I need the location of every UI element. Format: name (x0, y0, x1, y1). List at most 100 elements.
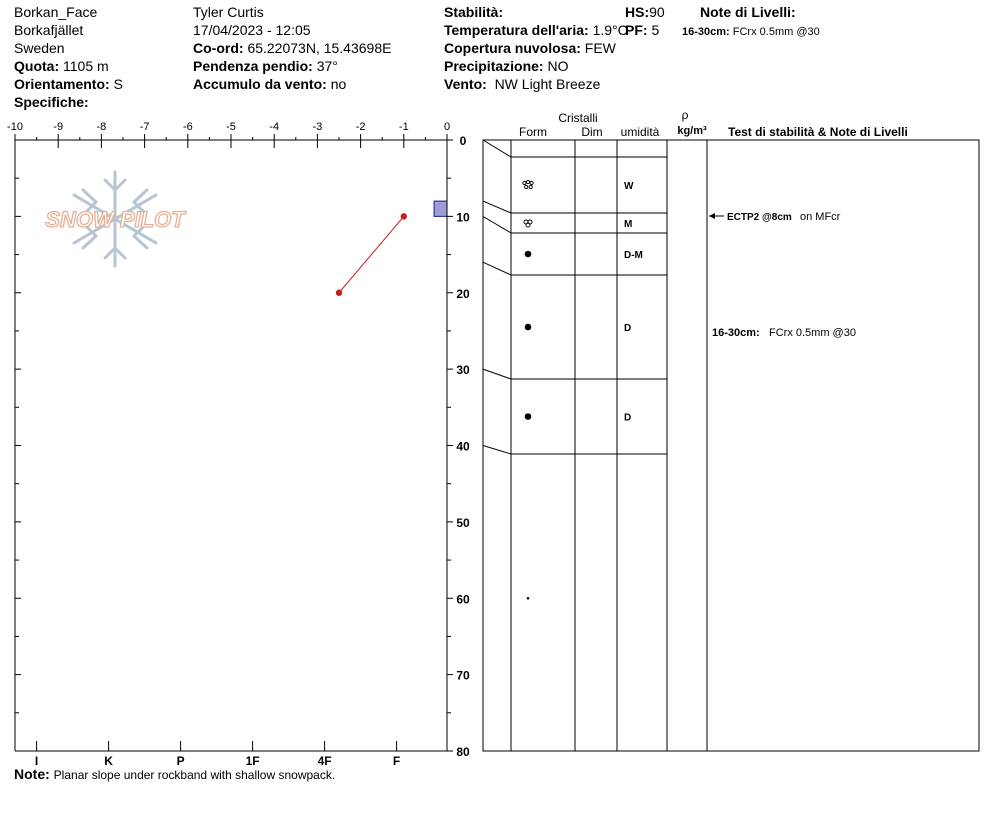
hs-field: HS:90 (625, 4, 665, 20)
slope-field: Pendenza pendio: 37° (193, 58, 338, 74)
temp-tick-label: -4 (269, 121, 279, 133)
layer-comment-label-1: 16-30cm: (712, 327, 760, 339)
moisture-2: M (624, 219, 632, 230)
depth-tick-label: 50 (456, 516, 470, 530)
slope-value: 37° (316, 58, 338, 74)
area-name: Borkafjället (14, 22, 84, 38)
depth-tick-label: 0 (460, 134, 467, 148)
note-text: Planar slope under rockband with shallow… (53, 768, 336, 782)
moisture-1: W (624, 181, 634, 192)
moisture-5: D (624, 413, 631, 424)
header-crystals: Cristalli (558, 111, 597, 125)
snowpilot-watermark: SNOW PILOT (45, 170, 187, 268)
grain-dot (524, 250, 532, 258)
aspect-field: Orientamento: S (14, 76, 123, 92)
layer-notes-entry-text: FCrx 0.5mm @30 (732, 26, 820, 38)
grain-circle (522, 180, 527, 186)
hs-label: HS: (625, 4, 650, 20)
temp-tick-label: -1 (399, 121, 409, 133)
wind-loading-value: no (330, 76, 347, 92)
layer-table-frame (482, 139, 980, 752)
depth-tick-label: 60 (456, 592, 470, 606)
aspect-value: S (113, 76, 123, 92)
temperature-point (400, 213, 407, 220)
layer-connector (482, 445, 512, 455)
wind-label: Vento: (444, 76, 487, 92)
site-name: Borkan_Face (14, 4, 98, 20)
header-rho: ρ (682, 108, 689, 122)
hs-value: 90 (649, 4, 665, 20)
air-temp-field: Temperatura dell'aria: 1.9°C (444, 22, 628, 38)
test-pointer-arrow (709, 213, 715, 219)
cloud-field: Copertura nuvolosa: FEW (444, 40, 616, 56)
hardness-tick-label: P (177, 754, 185, 768)
test-detail-1: on MFcr (800, 211, 841, 223)
grain-symbol-dot (524, 250, 532, 258)
watermark-text: SNOW PILOT (45, 207, 186, 232)
grain-dot (526, 596, 530, 600)
snowflake-icon (72, 170, 158, 268)
temp-tick-label: 0 (444, 121, 450, 133)
header-size: Dim (581, 125, 602, 139)
temp-tick-label: -8 (97, 121, 107, 133)
header-density-unit: kg/m³ (677, 125, 707, 137)
layer-notes-entry-label: 16-30cm: (682, 26, 730, 38)
moisture-4: D (624, 323, 631, 334)
layer-connector (482, 139, 512, 158)
hardness-tick-label: 4F (318, 754, 332, 768)
stability-label: Stabilità: (444, 4, 504, 20)
temp-tick-label: -5 (226, 121, 236, 133)
depth-tick-label: 20 (456, 287, 470, 301)
layer-connector (482, 215, 512, 234)
layer-notes-entry: 16-30cm: FCrx 0.5mm @30 (682, 24, 820, 40)
country-name: Sweden (14, 40, 65, 56)
grain-symbol-dot (524, 323, 532, 331)
depth-tick-label: 70 (456, 669, 470, 683)
air-temp-value: 1.9°C (592, 22, 628, 38)
depth-tick-label: 80 (456, 745, 470, 759)
grain-circle (524, 184, 529, 190)
grain-symbol-small-dot (526, 596, 530, 600)
hardness-tick-label: K (104, 754, 113, 768)
aspect-label: Orientamento: (14, 76, 110, 92)
pf-value: 5 (651, 22, 660, 38)
hardness-layer-2 (433, 200, 448, 217)
cloud-label: Copertura nuvolosa: (444, 40, 581, 56)
hardness-tick-label: F (393, 754, 400, 768)
pf-field: PF: 5 (625, 22, 659, 38)
elevation-label: Quota: (14, 58, 60, 74)
grain-circle (528, 184, 533, 190)
wind-field: Vento: NW Light Breeze (444, 76, 600, 92)
grain-symbol-rounded-polycrystals (522, 179, 534, 190)
observation-datetime: 17/04/2023 - 12:05 (193, 22, 311, 38)
header-form: Form (519, 125, 547, 139)
precip-label: Precipitazione: (444, 58, 544, 74)
depth-tick-label: 30 (456, 363, 470, 377)
grain-circle (525, 222, 531, 228)
coords-value: 65.22073N, 15.43698E (247, 40, 392, 56)
wind-loading-label: Accumulo da vento: (193, 76, 327, 92)
grain-circle (529, 180, 534, 186)
elevation-value: 1105 m (63, 58, 109, 74)
precip-value: NO (547, 58, 569, 74)
grain-circle (525, 179, 531, 185)
temp-tick-label: -9 (53, 121, 63, 133)
wind-loading-field: Accumulo da vento: no (193, 76, 346, 92)
header-tests-notes: Test di stabilità & Note di Livelli (728, 125, 908, 139)
layer-connector (482, 368, 512, 380)
grain-symbol-melt-freeze (523, 219, 533, 228)
slope-label: Pendenza pendio: (193, 58, 313, 74)
grain-dot (524, 413, 532, 420)
layer-notes-title: Note di Livelli: (700, 4, 796, 20)
layer-connector (482, 261, 512, 276)
temp-tick-label: -7 (140, 121, 150, 133)
air-temp-label: Temperatura dell'aria: (444, 22, 589, 38)
pf-label: PF: (625, 22, 648, 38)
test-label-1: ECTP2 @8cm (727, 212, 792, 223)
temp-tick-label: -2 (356, 121, 366, 133)
note-label: Note: (14, 766, 50, 782)
temp-tick-label: -3 (313, 121, 323, 133)
coords-field: Co-ord: 65.22073N, 15.43698E (193, 40, 391, 56)
precip-field: Precipitazione: NO (444, 58, 568, 74)
